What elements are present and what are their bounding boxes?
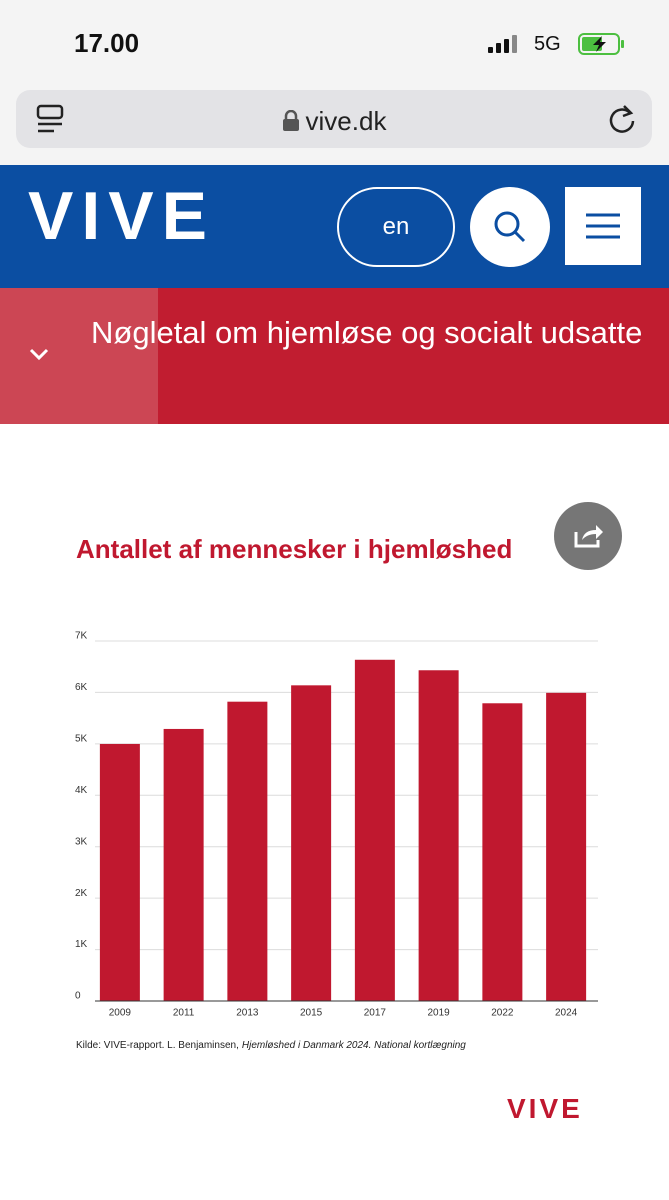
menu-button[interactable] — [565, 187, 641, 265]
y-tick-label: 7K — [75, 631, 88, 642]
bar — [163, 728, 204, 1001]
x-tick-label: 2017 — [364, 1008, 387, 1019]
y-tick-label: 3K — [75, 836, 88, 847]
section-bar[interactable]: Nøgletal om hjemløse og socialt udsatte — [0, 288, 669, 424]
lock-icon — [282, 109, 299, 131]
network-label: 5G — [534, 33, 561, 55]
source-note: Kilde: VIVE-rapport. L. Benjaminsen, Hjem… — [76, 1040, 466, 1051]
y-tick-label: 2K — [75, 888, 88, 899]
x-tick-label: 2009 — [109, 1008, 132, 1019]
site-header: VIVE en — [0, 165, 669, 288]
x-tick-label: 2015 — [300, 1008, 323, 1019]
x-tick-label: 2013 — [236, 1008, 259, 1019]
bar — [546, 692, 587, 1001]
url[interactable]: vive.dk — [305, 106, 387, 136]
y-tick-label: 4K — [75, 785, 88, 796]
bar — [99, 743, 140, 1001]
y-tick-label: 5K — [75, 733, 88, 744]
section-title[interactable]: Nøgletal om hjemløse og socialt udsatte — [91, 315, 643, 350]
bar — [418, 670, 459, 1001]
chevron-icon[interactable] — [28, 346, 50, 362]
language-button[interactable]: en — [337, 187, 455, 267]
battery-icon — [578, 33, 624, 55]
bar — [354, 659, 395, 1001]
bar — [291, 685, 332, 1001]
bar — [482, 703, 523, 1001]
bar — [227, 701, 268, 1001]
tabs-icon[interactable] — [36, 104, 66, 134]
reload-icon[interactable] — [606, 103, 638, 135]
url-bar[interactable]: vive.dk — [16, 90, 652, 148]
logo[interactable]: VIVE — [28, 178, 215, 254]
x-tick-label: 2022 — [491, 1008, 514, 1019]
y-tick-label: 0 — [75, 991, 81, 1002]
url-text[interactable]: vive.dk — [16, 106, 652, 137]
toggle-area[interactable] — [0, 288, 158, 424]
share-button[interactable] — [554, 502, 622, 570]
status-time: 17.00 — [74, 28, 140, 58]
footer-logo[interactable]: VIVE — [507, 1093, 583, 1124]
browser-chrome: 17.00 5G vive.dk — [0, 0, 669, 165]
source-prefix: Kilde: VIVE-rapport. L. Benjaminsen, — [76, 1040, 239, 1051]
x-tick-label: 2011 — [173, 1008, 195, 1019]
search-button[interactable] — [469, 186, 551, 268]
chart: 0 1K 2K 3K 4K 5K 6K 7K 2009 2011 2013 2015 2017 2019 2… — [75, 631, 598, 1019]
y-tick-label: 6K — [75, 682, 88, 693]
x-tick-label: 2024 — [555, 1008, 578, 1019]
signal-icon — [488, 35, 517, 53]
x-tick-label: 2019 — [428, 1008, 451, 1019]
y-tick-label: 1K — [75, 939, 88, 950]
source-title: Hjemløshed i Danmark 2024. National kort… — [241, 1040, 466, 1051]
chart-title: Antallet af mennesker i hjemløshed — [76, 534, 513, 564]
